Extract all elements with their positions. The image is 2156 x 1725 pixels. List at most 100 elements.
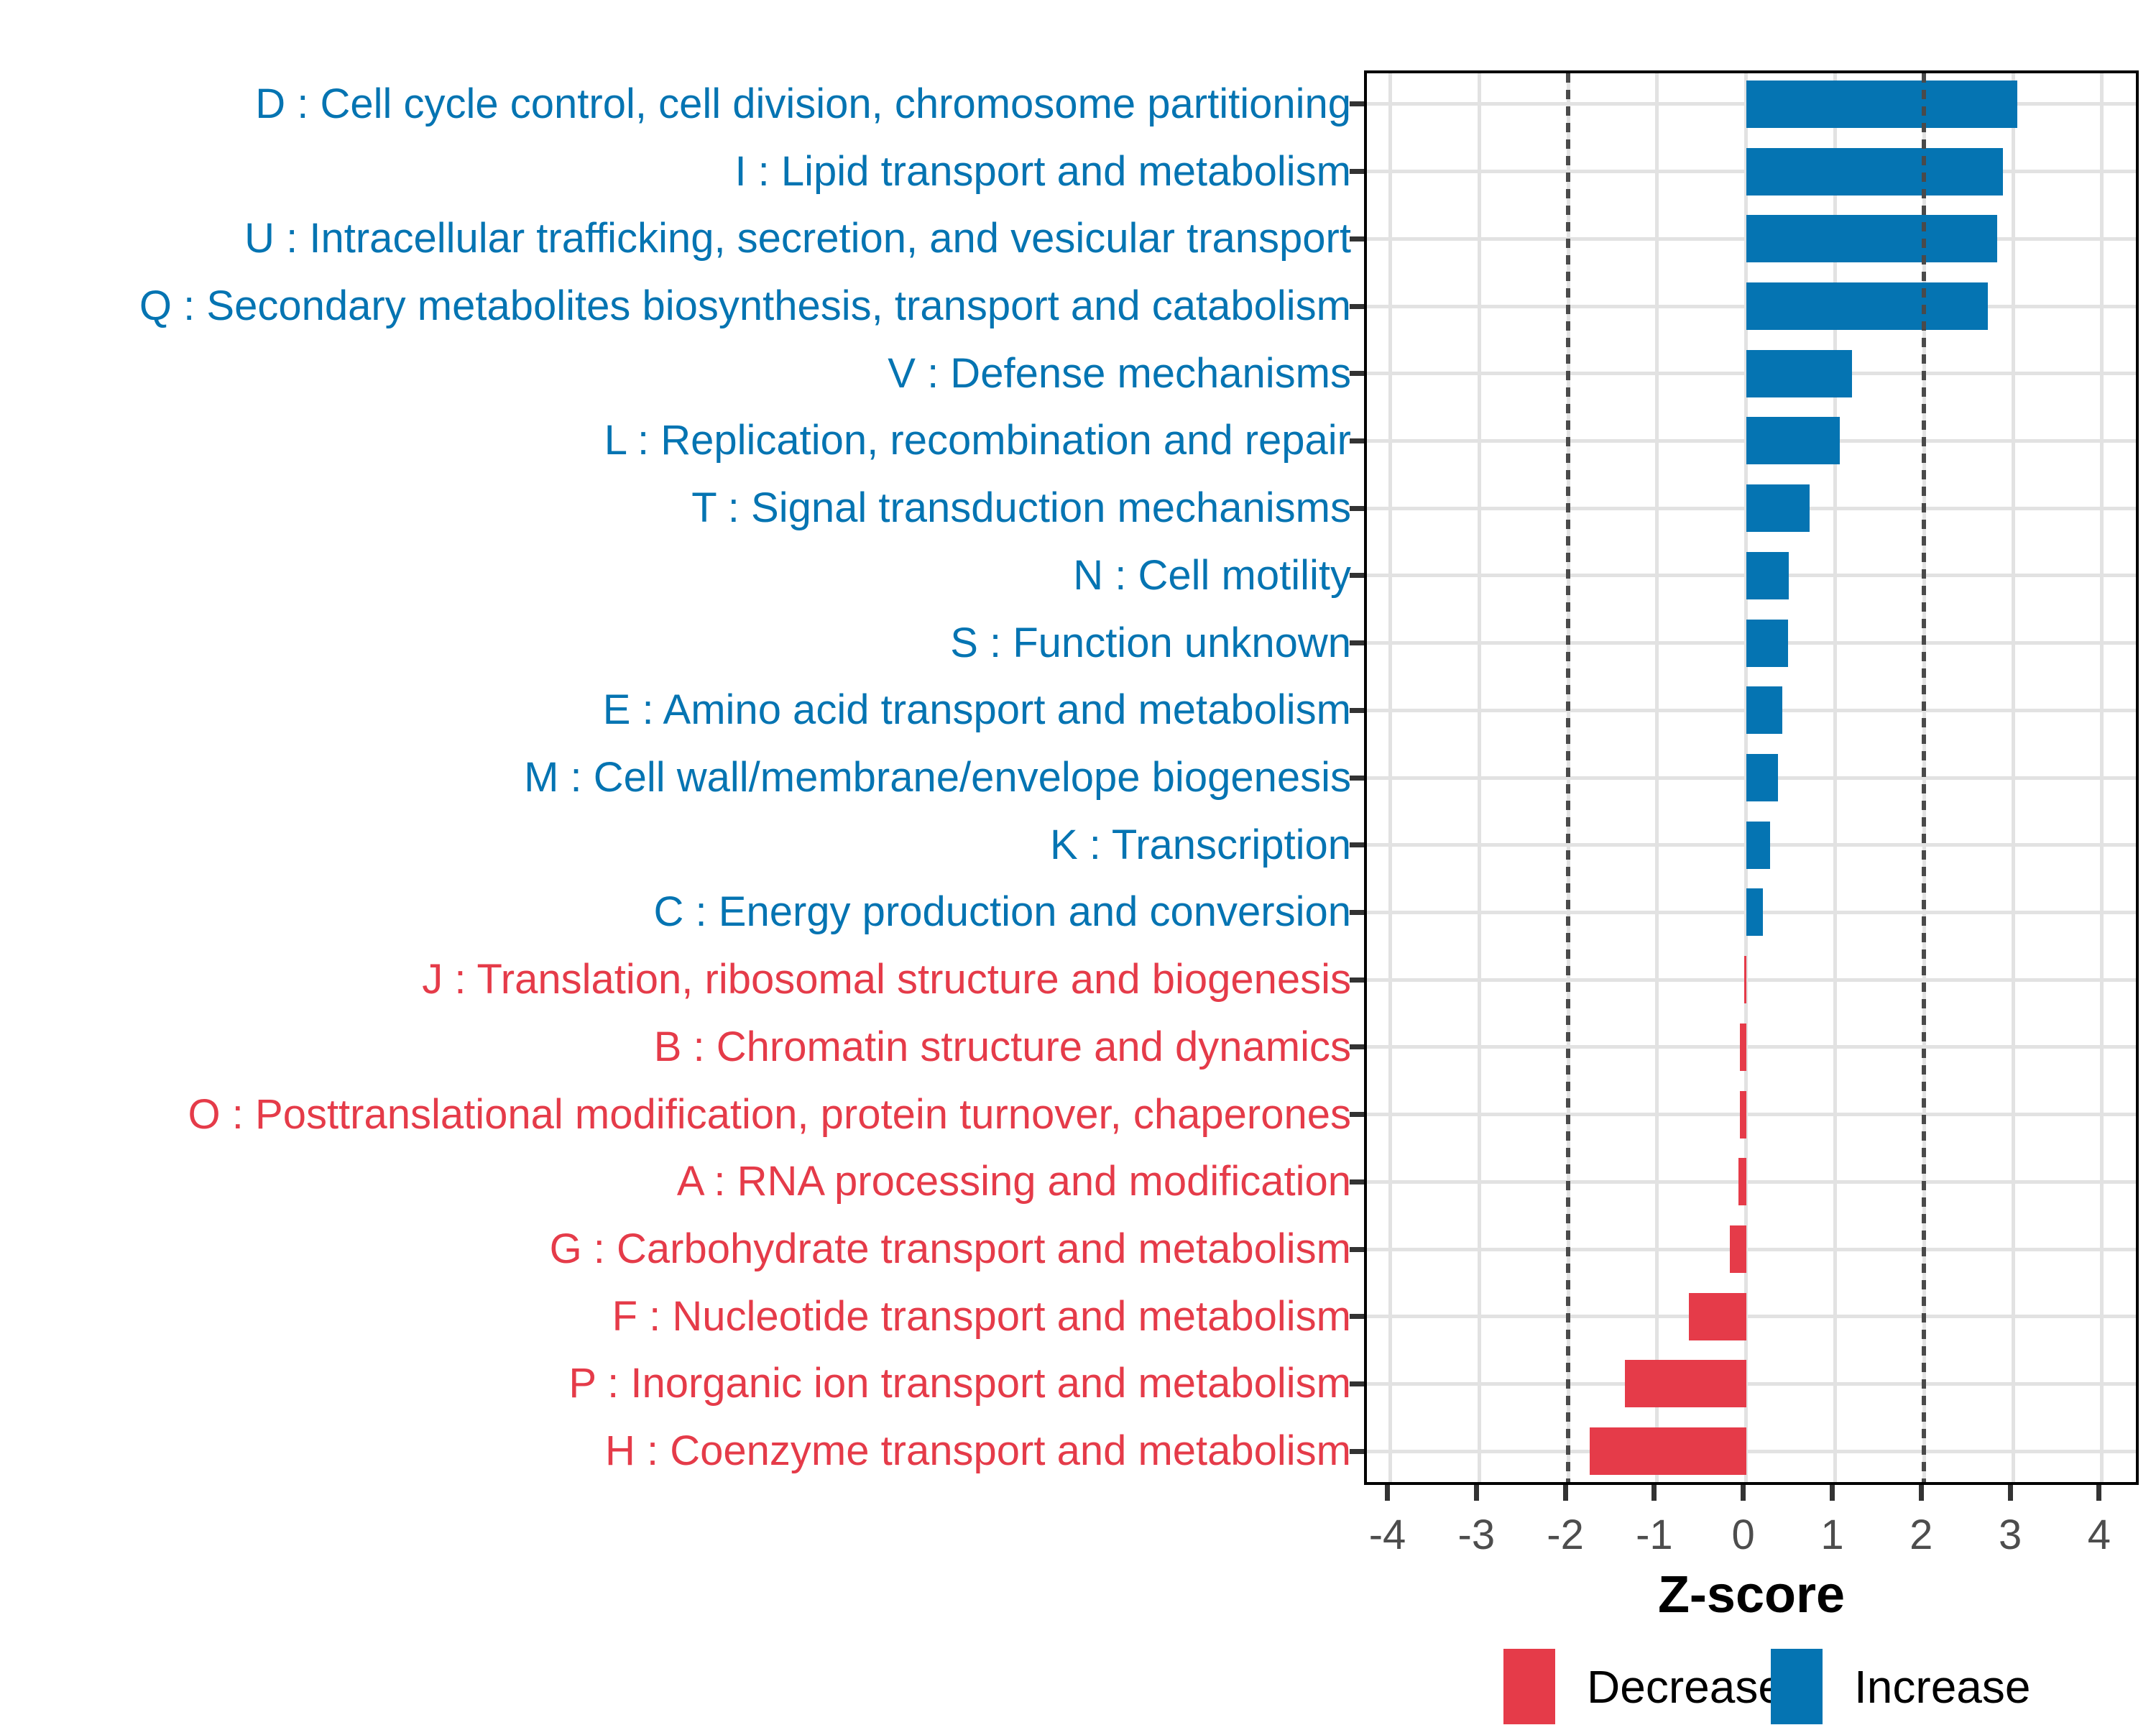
y-tick [1350, 1246, 1364, 1252]
y-gridline [1367, 1381, 2136, 1386]
y-tick [1350, 1314, 1364, 1320]
legend-item-decrease: Decrease [1503, 1649, 1784, 1724]
category-label-T: T : Signal transduction mechanisms [691, 484, 1351, 532]
category-label-K: K : Transcription [1049, 821, 1351, 868]
x-tick [1385, 1485, 1390, 1501]
bar-E [1746, 686, 1783, 735]
x-tick-label: -3 [1457, 1512, 1496, 1558]
x-tick-label: 2 [1909, 1512, 1933, 1558]
y-gridline [1367, 1449, 2136, 1453]
x-tick [1473, 1485, 1479, 1501]
bar-J [1744, 956, 1746, 1004]
bar-S [1746, 619, 1788, 667]
category-label-F: F : Nucleotide transport and metabolism [612, 1292, 1351, 1340]
reference-line [1566, 73, 1571, 1482]
x-tick [1651, 1485, 1657, 1501]
x-axis-title: Z-score [1657, 1566, 1846, 1624]
y-gridline [1367, 1247, 2136, 1251]
bar-I [1746, 147, 2004, 196]
bar-O [1740, 1090, 1746, 1138]
y-tick [1350, 842, 1364, 848]
category-label-M: M : Cell wall/membrane/envelope biogenes… [524, 754, 1351, 801]
bar-A [1738, 1158, 1746, 1206]
y-tick [1350, 1448, 1364, 1454]
category-label-U: U : Intracellular trafficking, secretion… [244, 215, 1351, 262]
category-label-J: J : Translation, ribosomal structure and… [422, 956, 1351, 1003]
y-tick [1350, 573, 1364, 579]
y-tick [1350, 1381, 1364, 1386]
bar-F [1689, 1292, 1746, 1340]
category-label-C: C : Energy production and conversion [653, 888, 1351, 936]
y-gridline [1367, 1315, 2136, 1319]
bar-L [1746, 417, 1840, 465]
category-label-B: B : Chromatin structure and dynamics [653, 1023, 1351, 1070]
bar-K [1746, 821, 1771, 869]
bar-M [1746, 754, 1779, 801]
y-tick [1350, 169, 1364, 175]
category-label-L: L : Replication, recombination and repai… [604, 417, 1351, 464]
y-tick [1350, 438, 1364, 443]
bar-C [1746, 888, 1764, 937]
bar-H [1589, 1427, 1746, 1476]
x-tick-label: 3 [1998, 1512, 2022, 1558]
y-tick [1350, 707, 1364, 713]
bar-D [1746, 80, 2018, 128]
y-tick [1350, 1044, 1364, 1050]
bar-Q [1746, 282, 1989, 330]
bar-N [1746, 551, 1789, 599]
plot-panel [1364, 70, 2139, 1485]
bar-P [1625, 1360, 1746, 1408]
category-label-E: E : Amino acid transport and metabolism [602, 686, 1351, 734]
category-label-S: S : Function unknown [950, 619, 1351, 666]
y-tick [1350, 505, 1364, 511]
y-tick [1350, 977, 1364, 983]
bar-U [1746, 215, 1997, 263]
y-tick [1350, 775, 1364, 781]
x-tick-label: -2 [1547, 1512, 1584, 1558]
x-tick [2007, 1485, 2013, 1501]
x-tick-label: 4 [2087, 1512, 2111, 1558]
category-label-O: O : Posttranslational modification, prot… [188, 1090, 1351, 1138]
category-label-H: H : Coenzyme transport and metabolism [605, 1427, 1351, 1475]
y-gridline [1367, 978, 2136, 982]
bar-B [1740, 1023, 1746, 1071]
y-gridline [1367, 1113, 2136, 1117]
category-label-A: A : RNA processing and modification [676, 1158, 1351, 1205]
x-tick [1562, 1485, 1568, 1501]
x-tick [1830, 1485, 1835, 1501]
x-tick-label: -1 [1636, 1512, 1673, 1558]
x-tick-label: -4 [1368, 1512, 1406, 1558]
bar-G [1730, 1225, 1746, 1273]
y-tick [1350, 371, 1364, 377]
category-label-P: P : Inorganic ion transport and metaboli… [568, 1360, 1351, 1407]
y-tick [1350, 640, 1364, 646]
legend-label-decrease: Decrease [1587, 1660, 1784, 1713]
y-tick [1350, 1112, 1364, 1118]
category-label-G: G : Carbohydrate transport and metabolis… [549, 1225, 1351, 1272]
y-tick [1350, 303, 1364, 309]
category-label-Q: Q : Secondary metabolites biosynthesis, … [139, 282, 1351, 329]
y-gridline [1367, 1045, 2136, 1049]
x-tick [1741, 1485, 1746, 1501]
increase-swatch [1771, 1649, 1823, 1724]
reference-line [1922, 73, 1927, 1482]
category-label-V: V : Defense mechanisms [888, 349, 1351, 397]
y-gridline [1367, 1179, 2136, 1184]
y-tick [1350, 909, 1364, 915]
bar-T [1746, 484, 1810, 533]
y-tick [1350, 1179, 1364, 1184]
category-label-D: D : Cell cycle control, cell division, c… [255, 80, 1351, 127]
category-label-I: I : Lipid transport and metabolism [734, 147, 1351, 195]
x-tick [2096, 1485, 2102, 1501]
x-tick [1918, 1485, 1924, 1501]
bar-V [1746, 349, 1852, 397]
category-label-N: N : Cell motility [1073, 551, 1351, 599]
x-tick-label: 0 [1731, 1512, 1755, 1558]
legend-item-increase: Increase [1771, 1649, 2030, 1724]
x-tick-label: 1 [1820, 1512, 1844, 1558]
y-tick [1350, 236, 1364, 242]
decrease-swatch [1503, 1649, 1555, 1724]
y-tick [1350, 101, 1364, 107]
legend-label-increase: Increase [1854, 1660, 2031, 1713]
